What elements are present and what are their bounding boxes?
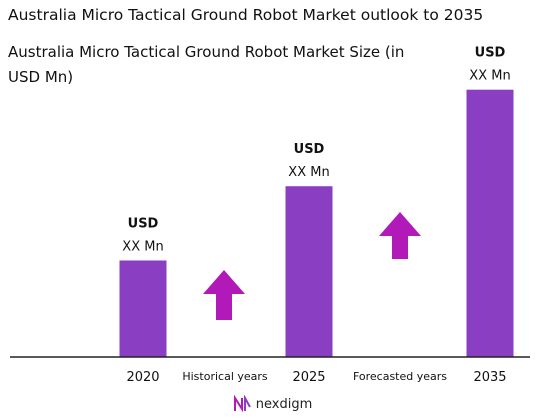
period-label: Historical years [182, 370, 268, 383]
bar-2025 [285, 186, 333, 357]
nexdigm-logo-icon [233, 395, 251, 413]
bar-2020 [119, 260, 167, 357]
data-label-value: XX Mn [288, 165, 329, 180]
data-label-currency: USD [294, 142, 325, 157]
data-label-value: XX Mn [469, 69, 510, 84]
growth-arrow-icon [203, 270, 245, 320]
chart-subtitle: Australia Micro Tactical Ground Robot Ma… [8, 43, 405, 86]
bar-chart: USD XX Mn USD XX Mn USD XX Mn 2020 2025 2035 His… [10, 46, 530, 385]
growth-arrow-icon [379, 212, 421, 259]
chart-title: Australia Micro Tactical Ground Robot Ma… [8, 6, 484, 24]
x-tick-label: 2025 [292, 370, 325, 385]
bar-2035 [466, 89, 514, 357]
period-label: Forecasted years [353, 370, 447, 383]
data-label-value: XX Mn [122, 239, 163, 254]
logo-text: nexdigm [255, 396, 313, 412]
nexdigm-logo: nexdigm [0, 392, 544, 416]
data-label-currency: USD [128, 216, 159, 231]
data-label-currency: USD [475, 46, 506, 61]
x-tick-label: 2020 [126, 370, 159, 385]
x-tick-label: 2035 [473, 370, 506, 385]
